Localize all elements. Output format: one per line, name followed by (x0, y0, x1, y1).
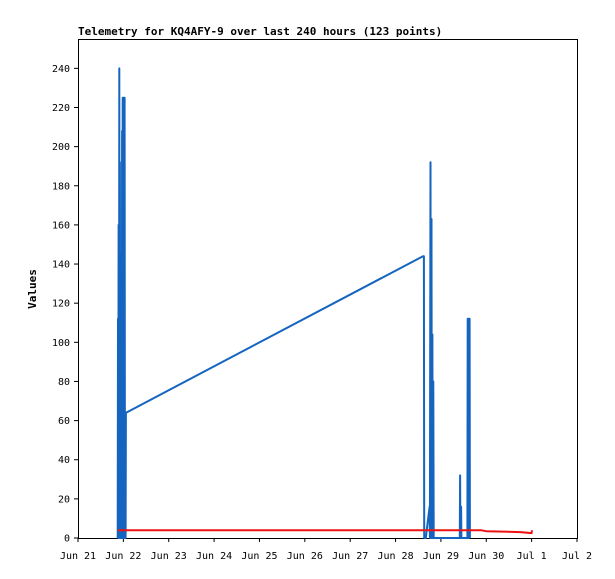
x-tick-label: Jun 24 (196, 551, 232, 562)
x-tick-label: Jul 1 (517, 551, 547, 562)
y-tick-label: 160 (52, 220, 70, 231)
y-tick-label: 40 (58, 455, 70, 466)
y-tick-label: 100 (52, 338, 70, 349)
x-tick-label: Jun 21 (60, 551, 96, 562)
x-tick-label: Jun 23 (151, 551, 187, 562)
x-tick-label: Jun 25 (241, 551, 277, 562)
chart-title: Telemetry for KQ4AFY-9 over last 240 hou… (78, 25, 442, 38)
plot-area (78, 39, 578, 539)
x-tick-label: Jun 30 (468, 551, 504, 562)
series-layer (116, 67, 533, 539)
x-tick-label: Jun 28 (377, 551, 413, 562)
y-tick-label: 120 (52, 299, 70, 310)
y-tick-label: 20 (58, 494, 70, 505)
x-tick-label: Jun 26 (287, 551, 323, 562)
x-axis: Jun 21 Jun 22 Jun 23 Jun 24 Jun 25 Jun 26 Jun … (60, 538, 592, 562)
y-tick-label: 80 (58, 377, 70, 388)
series-line-1 (116, 67, 471, 539)
x-tick-label: Jun 29 (423, 551, 459, 562)
y-tick-label: 60 (58, 416, 70, 427)
y-tick-label: 240 (52, 64, 70, 75)
y-tick-label: 140 (52, 260, 70, 271)
y-tick-label: 180 (52, 181, 70, 192)
x-tick-label: Jul 2 (562, 551, 592, 562)
series-line-2 (117, 529, 533, 535)
y-axis-label: Values (26, 269, 39, 309)
y-tick-label: 220 (52, 103, 70, 114)
y-tick-label: 200 (52, 142, 70, 153)
y-tick-label: 0 (64, 534, 70, 545)
x-tick-label: Jun 27 (332, 551, 368, 562)
y-axis: 0 20 40 60 80 100 120 140 160 180 200 220 240 (52, 64, 78, 545)
x-tick-label: Jun 22 (105, 551, 141, 562)
